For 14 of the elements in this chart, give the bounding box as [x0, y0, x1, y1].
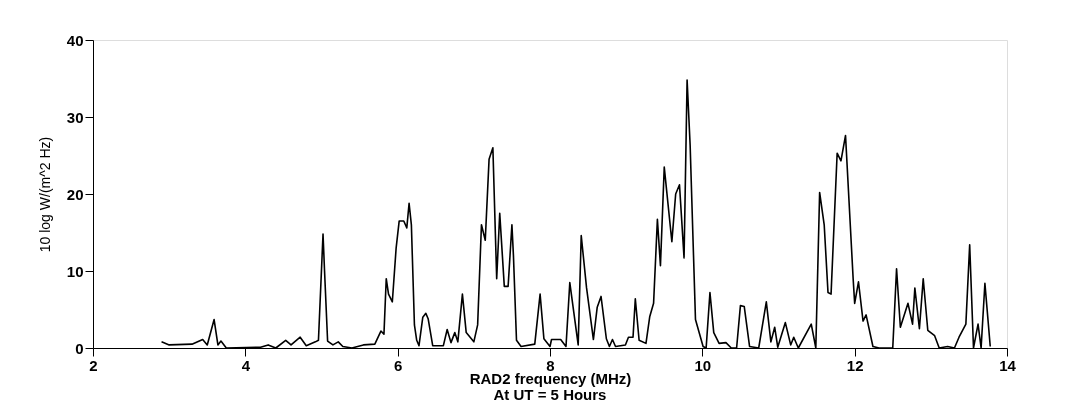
y-tick-label: 0: [75, 339, 84, 357]
x-tick-label: 12: [846, 356, 864, 374]
x-tick-label: 6: [393, 356, 403, 374]
x-tick-label: 4: [241, 356, 251, 374]
y-tick-label: 30: [66, 108, 84, 126]
x-tick-label: 10: [694, 356, 712, 374]
x-tick-label: 2: [89, 356, 98, 374]
x-tick-label: 14: [999, 356, 1017, 374]
x-tick-label: 8: [546, 356, 555, 374]
y-tick-label: 20: [66, 185, 84, 203]
text: At UT = 5 Hours: [493, 386, 607, 403]
y-tick-label: 10: [66, 262, 84, 280]
y-axis-title: 10 log W/(m^2 Hz): [36, 136, 53, 253]
y-tick-label: 40: [66, 31, 84, 49]
